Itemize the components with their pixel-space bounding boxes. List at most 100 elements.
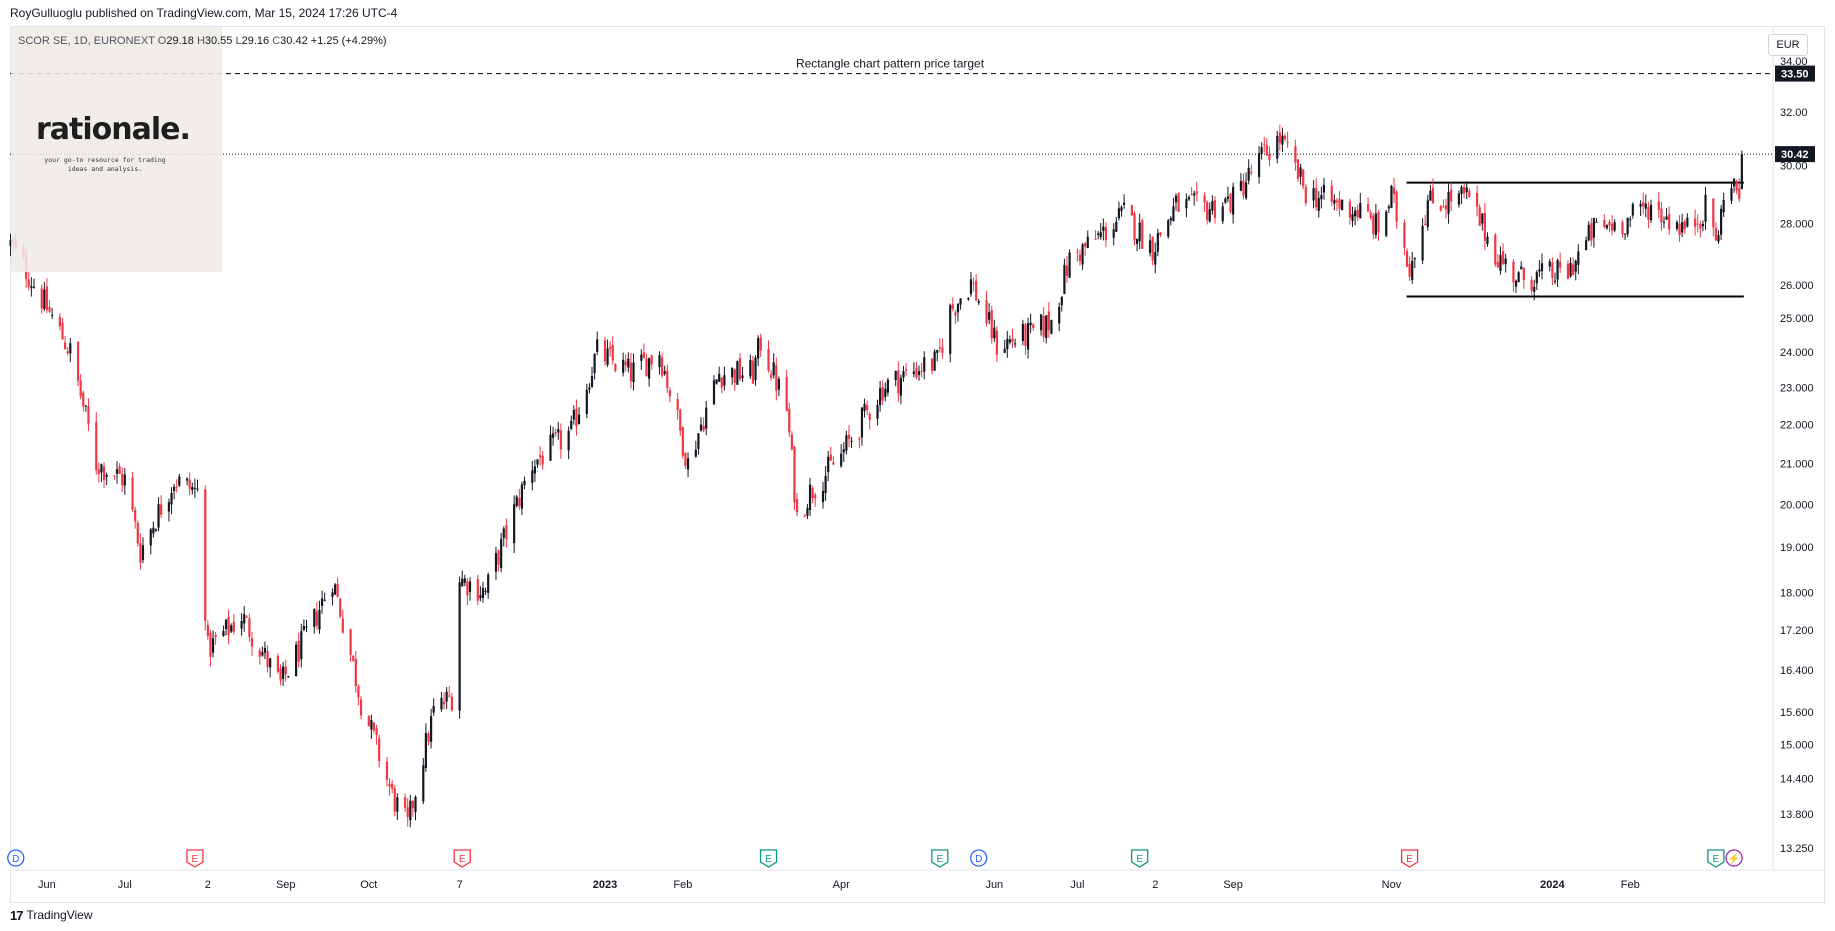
open-label: O xyxy=(157,35,167,47)
candle-body xyxy=(266,651,269,667)
candle xyxy=(972,277,975,292)
candle-body xyxy=(551,433,555,438)
candle xyxy=(79,373,82,400)
earnings-event-icon[interactable]: E xyxy=(1400,849,1419,868)
candle-body xyxy=(788,408,791,433)
candle-body xyxy=(487,574,490,594)
candle-body xyxy=(269,658,272,668)
candle xyxy=(1187,195,1191,202)
candle-body xyxy=(1639,204,1642,207)
candle-body xyxy=(30,286,33,288)
candle-body xyxy=(1084,242,1087,247)
candle xyxy=(858,436,861,449)
candle-body xyxy=(1442,206,1445,208)
split-event-icon[interactable]: ⚡ xyxy=(1725,849,1743,867)
candle xyxy=(1278,124,1281,151)
candle xyxy=(157,497,160,532)
earnings-event-icon[interactable]: E xyxy=(453,849,471,868)
logo-wordmark: rationale. xyxy=(36,112,191,147)
candle xyxy=(318,600,321,634)
candle-body xyxy=(676,399,679,411)
candle xyxy=(1213,196,1217,224)
candle-body xyxy=(295,644,298,677)
candle xyxy=(1631,202,1634,219)
candle xyxy=(1408,256,1411,282)
candle xyxy=(1392,177,1396,204)
candle xyxy=(134,506,137,529)
candle-body xyxy=(954,312,957,316)
candle xyxy=(167,498,171,522)
candle-body xyxy=(1566,263,1570,279)
candle-body xyxy=(1681,222,1684,233)
candle-body xyxy=(902,371,905,378)
candle xyxy=(1476,185,1479,217)
candle xyxy=(1304,184,1307,206)
candle xyxy=(1247,159,1250,185)
candle xyxy=(1224,196,1227,205)
candle-body xyxy=(1603,219,1606,227)
dividend-event-icon[interactable]: D xyxy=(970,849,988,867)
candle-body xyxy=(170,492,173,505)
candle xyxy=(232,614,235,635)
candle xyxy=(808,477,812,516)
candle xyxy=(1263,136,1266,153)
close-value: 30.42 xyxy=(280,35,308,47)
candle-body xyxy=(1296,159,1300,179)
earnings-event-icon[interactable]: E xyxy=(1707,849,1725,868)
candle xyxy=(214,631,217,645)
candle-body xyxy=(1403,222,1406,248)
dividend-event-icon[interactable]: D xyxy=(7,849,25,867)
candle xyxy=(1206,200,1209,225)
candle xyxy=(821,481,825,509)
candle-body xyxy=(705,407,708,429)
candle xyxy=(121,467,124,493)
candle xyxy=(523,476,526,490)
candle-body xyxy=(879,388,882,406)
candle-body xyxy=(1315,188,1318,208)
candle-body xyxy=(1283,135,1287,140)
candle xyxy=(282,661,285,686)
change-value: +1.25 (+4.29%) xyxy=(310,35,387,47)
candle xyxy=(1675,220,1679,232)
candle xyxy=(1610,215,1614,236)
tradingview-footer-logo[interactable]: 17 TradingView xyxy=(10,906,93,924)
candle xyxy=(1504,253,1507,273)
candle xyxy=(736,360,739,386)
earnings-event-icon[interactable]: E xyxy=(1131,849,1149,868)
candle xyxy=(45,278,49,313)
candle-body xyxy=(1156,232,1159,252)
candle xyxy=(297,632,300,668)
candle xyxy=(1444,198,1448,219)
candle-body xyxy=(1621,222,1624,234)
earnings-event-icon[interactable]: E xyxy=(186,849,204,868)
candle-body xyxy=(497,550,500,565)
candle-body xyxy=(1730,188,1733,201)
symbol-legend[interactable]: SCOR SE, 1D, EURONEXT O29.18 H30.55 L29.… xyxy=(18,35,387,47)
candle xyxy=(1385,210,1388,238)
candle xyxy=(1704,187,1707,230)
candle-body xyxy=(424,732,427,768)
currency-button[interactable]: EUR xyxy=(1768,34,1808,56)
candle-body xyxy=(972,282,975,284)
candle xyxy=(1714,222,1717,241)
candle xyxy=(375,724,378,745)
candle xyxy=(320,590,324,614)
candle xyxy=(1463,183,1466,199)
candle-body xyxy=(1704,194,1707,222)
event-icon-letter: E xyxy=(1406,854,1413,865)
candle xyxy=(1177,192,1180,213)
candle-body xyxy=(876,404,879,419)
candle xyxy=(648,357,651,387)
candle-body xyxy=(1151,236,1154,261)
candle xyxy=(468,577,472,601)
candle-body xyxy=(152,527,155,534)
candle xyxy=(487,572,490,599)
candle xyxy=(1133,211,1136,246)
candle-body xyxy=(1356,209,1359,218)
earnings-event-icon[interactable]: E xyxy=(759,849,778,868)
candle-body xyxy=(258,650,261,657)
candle-body xyxy=(1167,220,1170,237)
earnings-event-icon[interactable]: E xyxy=(931,849,949,868)
candle xyxy=(240,613,243,636)
